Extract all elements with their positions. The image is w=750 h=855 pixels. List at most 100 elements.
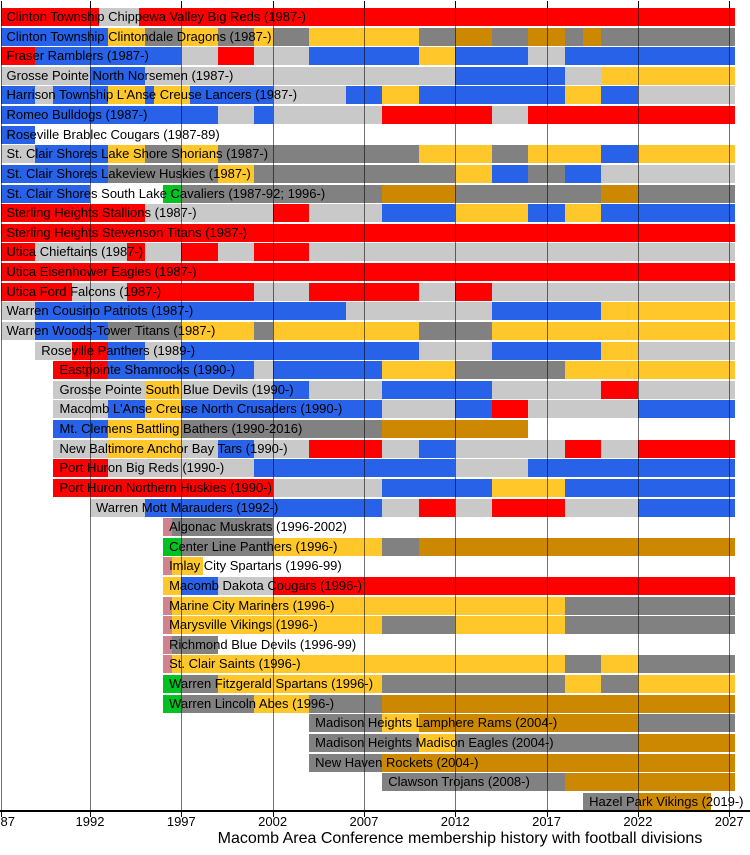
timeline-segment-gold — [601, 66, 735, 85]
timeline-segment-silver — [181, 439, 218, 458]
timeline-segment-red — [455, 282, 492, 301]
row-label: St. Clair Saints (1996-) — [169, 656, 301, 672]
timeline-segment-gold — [181, 145, 218, 164]
timeline-segment-blue — [528, 459, 735, 478]
timeline-segment-bronze — [637, 792, 711, 811]
timeline-segment-gold — [108, 420, 182, 439]
axis-tick — [272, 812, 274, 817]
timeline-segment-gray — [254, 321, 273, 340]
timeline-segment-bronze — [601, 184, 638, 203]
timeline-segment-blue — [601, 86, 638, 105]
timeline-segment-silver — [345, 302, 492, 321]
gridline-2022 — [637, 3, 639, 811]
timeline-segment-silver — [455, 459, 529, 478]
timeline-segment-bronze — [637, 733, 735, 752]
timeline-segment-gold — [455, 616, 565, 635]
timeline-segment-silver — [144, 66, 456, 85]
row-label: Clinton Township Chippewa Valley Big Red… — [6, 9, 306, 24]
timeline-segment-gray — [217, 145, 419, 164]
timeline-segment-gray — [144, 27, 182, 46]
row-label: St. Clair Shores Lake Shore Shorians (19… — [6, 146, 269, 162]
timeline-segment-gray — [564, 27, 584, 46]
timeline-segment-blue — [0, 106, 218, 125]
timeline-segment-silver — [0, 321, 36, 340]
timeline-segment-gray — [583, 792, 638, 811]
timeline-segment-red — [217, 47, 255, 66]
top-tick — [0, 1, 2, 8]
gridline-2027 — [729, 3, 731, 811]
timeline-segment-blue — [181, 576, 218, 595]
timeline-segment-red — [491, 498, 565, 517]
timeline-segment-gold — [564, 361, 735, 380]
timeline-segment-blue — [90, 66, 145, 85]
timeline-segment-silver — [181, 47, 218, 66]
row-label: New Baltimore Anchor Bay Tars (1990-) — [59, 440, 288, 456]
timeline-segment-red — [0, 204, 145, 223]
timeline-segment-silver — [601, 439, 638, 458]
row-label: Imlay City Spartans (1996-99) — [169, 558, 342, 574]
timeline-segment-blue — [564, 164, 602, 183]
x-axis-line — [0, 810, 750, 812]
timeline-segment-red — [126, 282, 255, 301]
timeline-segment-gray — [601, 675, 638, 694]
timeline-segment-gold — [272, 537, 383, 556]
axis-tick-label: 1992 — [75, 814, 105, 829]
row-label: New Haven Rockets (2004-) — [315, 754, 479, 770]
row-label: St. Clair Shores South Lake Cavaliers (1… — [6, 185, 326, 201]
timeline-segment-gold — [382, 714, 419, 733]
timeline-segment-silver — [217, 243, 255, 262]
row-label: Sterling Heights Stevenson Titans (1987-… — [6, 224, 248, 240]
timeline-segment-pink — [163, 655, 173, 674]
row-label: Clawson Trojans (2008-) — [388, 774, 530, 790]
gridline-2002 — [272, 3, 274, 811]
timeline-segment-pink — [163, 596, 173, 615]
timeline-segment-gray — [181, 675, 218, 694]
timeline-segment-silver — [637, 341, 735, 360]
timeline-segment-gold — [455, 204, 529, 223]
row-label: Warren Fitzgerald Spartans (1996-) — [169, 676, 374, 692]
timeline-segment-gold — [217, 164, 255, 183]
timeline-segment-gold — [108, 86, 145, 105]
timeline-segment-red — [272, 576, 735, 595]
timeline-segment-gray — [272, 27, 310, 46]
axis-tick-label: 2007 — [349, 814, 379, 829]
axis-tick-label: 2017 — [532, 814, 562, 829]
timeline-segment-silver — [254, 282, 310, 301]
timeline-segment-gold — [181, 321, 255, 340]
timeline-segment-red — [418, 498, 456, 517]
timeline-segment-gray — [181, 694, 255, 713]
axis-tick — [90, 812, 91, 817]
row-label: Madison Heights Lamphere Rams (2004-) — [315, 715, 558, 731]
timeline-segment-silver — [35, 341, 72, 360]
timeline-segment-gold — [601, 302, 735, 321]
timeline-segment-red — [0, 263, 735, 282]
timeline-segment-blue — [108, 341, 145, 360]
top-tick — [455, 1, 457, 8]
axis-tick-label: 2027 — [714, 814, 744, 829]
timeline-segment-red — [382, 106, 492, 125]
timeline-segment-gold — [144, 380, 182, 399]
row-label: Mt. Clemens Battling Bathers (1990-2016) — [59, 421, 303, 437]
gridline-2012 — [455, 3, 457, 811]
timeline-segment-blue — [455, 400, 492, 419]
timeline-segment-bronze — [418, 714, 638, 733]
timeline-segment-gray — [455, 184, 602, 203]
timeline-segment-blue — [53, 86, 109, 105]
timeline-segment-gold — [491, 321, 735, 340]
timeline-segment-silver — [564, 498, 638, 517]
row-label: Eastpointe Shamrocks (1990-) — [59, 362, 236, 378]
timeline-segment-gray — [637, 184, 735, 203]
timeline-segment-blue — [491, 164, 529, 183]
timeline-segment-silver — [564, 66, 602, 85]
timeline-segment-gray — [601, 27, 735, 46]
timeline-segment-silver — [382, 439, 419, 458]
timeline-segment-gray — [455, 361, 565, 380]
timeline-segment-gray — [382, 537, 419, 556]
top-tick — [181, 1, 183, 8]
timeline-segment-red — [491, 400, 529, 419]
axis-tick — [0, 812, 2, 817]
timeline-segment-blue — [601, 204, 735, 223]
timeline-segment-silver — [35, 86, 54, 105]
timeline-segment-gold — [637, 145, 735, 164]
timeline-segment-gold — [172, 596, 565, 615]
